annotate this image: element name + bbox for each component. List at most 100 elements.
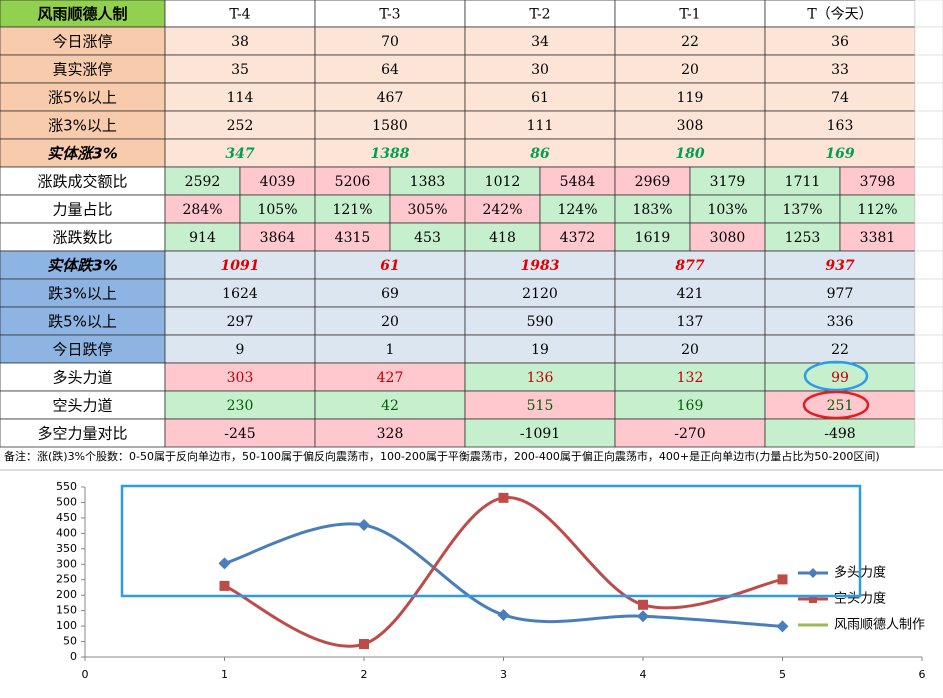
cell xyxy=(239,222,316,252)
cell xyxy=(239,166,316,196)
cell-value: 467 xyxy=(377,90,404,106)
cell xyxy=(314,82,466,112)
cell-value: 1383 xyxy=(410,174,446,190)
cell-value: 61 xyxy=(531,90,549,106)
cell-value: 103% xyxy=(707,202,747,218)
cell xyxy=(0,390,166,420)
cell xyxy=(614,222,691,252)
cell-value: 114 xyxy=(227,90,254,106)
cell-value: 5484 xyxy=(560,174,596,190)
cell-value: 137% xyxy=(782,202,822,218)
cell-value: 418 xyxy=(489,230,516,246)
cell-value: 2120 xyxy=(522,286,558,302)
row-label: 实体跌3% xyxy=(47,257,117,275)
y-tick-label: 500 xyxy=(56,495,77,508)
x-tick-label: 0 xyxy=(82,668,89,681)
row-label: 今日涨停 xyxy=(52,33,112,51)
y-tick-label: 0 xyxy=(70,650,77,663)
cell xyxy=(164,222,241,252)
cell-value: 163 xyxy=(827,118,854,134)
cell-value: 1012 xyxy=(485,174,521,190)
cell xyxy=(764,0,916,28)
cell-value: 5206 xyxy=(335,174,371,190)
cell xyxy=(914,390,943,420)
cell xyxy=(314,278,466,308)
point xyxy=(218,557,231,570)
cell-value: 3798 xyxy=(860,174,896,190)
highlight-box xyxy=(120,484,862,598)
point xyxy=(498,492,509,503)
cell-value: 137 xyxy=(677,314,704,330)
legend-marker xyxy=(809,595,817,603)
cell-value: 284% xyxy=(182,202,222,218)
cell-value: 421 xyxy=(677,286,704,302)
cell xyxy=(0,82,166,112)
cell-value: -270 xyxy=(674,426,705,442)
cell xyxy=(839,166,916,196)
cell-value: 74 xyxy=(831,90,849,106)
cell xyxy=(914,306,943,336)
cell-value: 347 xyxy=(225,146,254,162)
cell xyxy=(464,362,616,392)
row-label: 涨跌成交额比 xyxy=(37,173,127,191)
cell-value: 1983 xyxy=(521,258,560,274)
point xyxy=(497,608,510,621)
row-label: 多空力量对比 xyxy=(37,425,127,443)
cell xyxy=(164,390,316,420)
cell xyxy=(914,82,943,112)
cell-value: 914 xyxy=(189,230,216,246)
cell-value: -245 xyxy=(224,426,255,442)
cell xyxy=(464,110,616,140)
cell-value: 19 xyxy=(531,342,549,358)
y-tick-label: 150 xyxy=(56,604,77,617)
cell xyxy=(539,222,616,252)
cell xyxy=(539,194,616,224)
cell-value: 42 xyxy=(381,398,399,414)
cell xyxy=(914,222,943,252)
y-tick-label: 550 xyxy=(56,480,77,493)
cell-value: 308 xyxy=(677,118,704,134)
y-tick-label: 350 xyxy=(56,542,77,555)
cell xyxy=(614,194,691,224)
row-label: 跌5%以上 xyxy=(48,313,117,331)
cell-value: 119 xyxy=(677,90,704,106)
column-header: T-3 xyxy=(379,7,400,23)
cell xyxy=(314,222,391,252)
column-header: T-4 xyxy=(229,7,250,23)
cell-value: 1619 xyxy=(635,230,671,246)
cell xyxy=(614,26,766,56)
highlight-circle xyxy=(803,360,869,392)
point xyxy=(219,580,230,591)
cell xyxy=(164,82,316,112)
header-label: 风雨顺德人制 xyxy=(37,5,127,23)
row-label: 多头力道 xyxy=(52,369,112,387)
cell-value: 183% xyxy=(632,202,672,218)
cell-value: 22 xyxy=(831,342,849,358)
cell-value: 22 xyxy=(681,34,699,50)
x-tick-label: 1 xyxy=(221,668,228,681)
row-label: 今日跌停 xyxy=(52,341,112,359)
x-tick-label: 4 xyxy=(640,668,647,681)
y-tick-label: 250 xyxy=(56,573,77,586)
column-header: T（今天） xyxy=(807,7,872,23)
cell xyxy=(914,0,943,28)
point xyxy=(359,639,369,650)
cell xyxy=(314,306,466,336)
cell xyxy=(689,166,766,196)
cell xyxy=(164,194,241,224)
cell xyxy=(314,390,466,420)
cell xyxy=(314,26,466,56)
cell-value: 242% xyxy=(482,202,522,218)
point xyxy=(637,610,649,623)
cell xyxy=(314,194,391,224)
cell-value: 3381 xyxy=(860,230,896,246)
cell-value: 2969 xyxy=(635,174,671,190)
cell-value: 2592 xyxy=(185,174,221,190)
row-label: 实体涨3% xyxy=(47,145,117,163)
cell xyxy=(764,26,916,56)
cell xyxy=(764,278,916,308)
cell-value: 99 xyxy=(831,370,849,386)
cell xyxy=(614,390,766,420)
cell xyxy=(914,166,943,196)
cell xyxy=(464,54,616,84)
